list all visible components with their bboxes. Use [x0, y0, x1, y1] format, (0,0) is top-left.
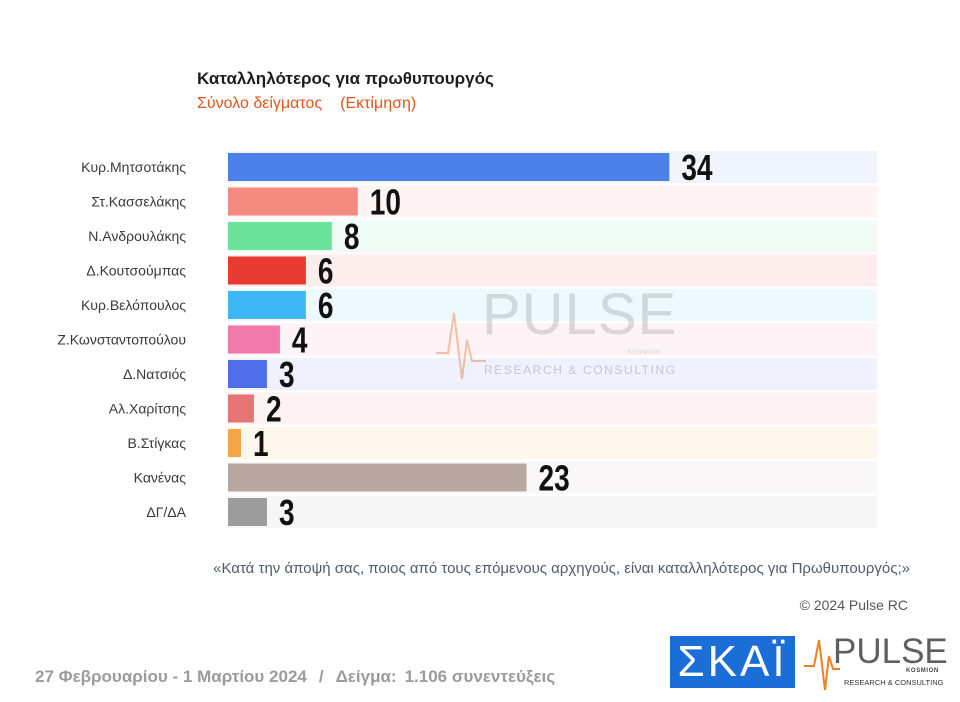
data-label: 34 — [681, 148, 712, 188]
row-band — [228, 254, 877, 287]
bar — [228, 222, 332, 250]
row-band — [228, 496, 877, 528]
survey-question: «Κατά την άποψή σας, ποιος από τους επόμ… — [213, 560, 910, 577]
footer-separator: / — [318, 667, 324, 686]
bar — [228, 463, 527, 492]
chart-subtitle: Σύνολο δείγματος (Εκτίμηση) — [197, 96, 416, 112]
pulse-logo-tagline: RESEARCH & CONSULTING — [844, 678, 944, 687]
watermark-tagline: RESEARCH & CONSULTING — [484, 363, 677, 377]
row-band — [228, 358, 877, 390]
category-label: Κυρ.Μητσοτάκης — [81, 159, 186, 175]
pulse-logo-kosmion: KOSMION — [906, 668, 939, 674]
subtitle-text: Σύνολο δείγματος — [197, 95, 323, 112]
data-label: 8 — [344, 217, 360, 257]
bar — [228, 429, 241, 457]
category-label: Ζ.Κωνσταντοπούλου — [57, 332, 186, 348]
category-label: Ν.Ανδρουλάκης — [88, 228, 186, 244]
row-band — [228, 392, 877, 425]
chart-title: Καταλληλότερος για πρωθυπουργός — [197, 69, 494, 88]
bar — [228, 325, 280, 354]
category-label: ΔΓ/ΔΑ — [146, 504, 186, 520]
bar — [228, 187, 358, 216]
bar — [228, 256, 306, 285]
category-label: Κυρ.Βελόπουλος — [81, 297, 186, 313]
footer: 27 Φεβρουαρίου - 1 Μαρτίου 2024 / Δείγμα: 1… — [35, 668, 555, 685]
data-label: 3 — [279, 355, 295, 395]
bar — [228, 291, 306, 319]
watermark-heartbeat-icon — [436, 312, 486, 380]
skai-logo: ΣΚΑΪ — [670, 636, 795, 688]
bar — [228, 360, 267, 388]
heartbeat-icon — [804, 639, 840, 691]
category-label: Δ.Νατσιός — [123, 366, 186, 382]
subtitle-note: (Εκτίμηση) — [340, 95, 417, 112]
category-label: Αλ.Χαρίτσης — [109, 401, 186, 417]
data-label: 2 — [266, 389, 282, 429]
row-band — [228, 427, 877, 459]
row-band — [228, 220, 877, 252]
category-label: Δ.Κουτσούμπας — [86, 263, 186, 279]
category-label: Β.Στίγκας — [127, 435, 186, 451]
category-label: Στ.Κασσελάκης — [91, 194, 186, 210]
data-label: 1 — [253, 424, 269, 464]
bar — [228, 394, 254, 423]
footer-sample-label: Δείγμα: — [335, 667, 397, 686]
skai-logo-text: ΣΚΑΪ — [677, 637, 788, 686]
watermark-name: PULSE — [482, 282, 678, 347]
row-band — [228, 323, 877, 356]
watermark-kosmion: KOSMION — [628, 350, 661, 356]
copyright: © 2024 Pulse RC — [799, 597, 908, 613]
data-label: 6 — [318, 286, 334, 326]
row-band — [228, 289, 877, 321]
data-label: 6 — [318, 251, 334, 291]
pulse-logo-name: PULSE — [833, 632, 948, 671]
category-label: Κανένας — [134, 470, 187, 486]
data-label: 4 — [292, 320, 308, 360]
data-label: 3 — [279, 493, 295, 533]
data-label: 23 — [539, 458, 570, 498]
data-label: 10 — [370, 182, 401, 222]
footer-date-range: 27 Φεβρουαρίου - 1 Μαρτίου 2024 — [35, 667, 307, 686]
bar — [228, 153, 670, 181]
bar — [228, 498, 267, 526]
footer-sample-value: 1.106 συνεντεύξεις — [404, 667, 556, 686]
